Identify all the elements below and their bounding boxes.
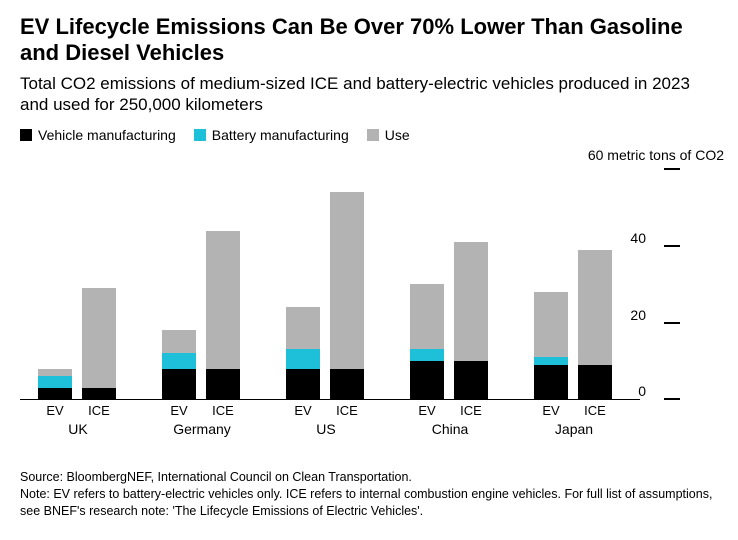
legend-item-battery-mfg: Battery manufacturing bbox=[194, 127, 349, 143]
seg-vehicle-mfg bbox=[286, 369, 320, 400]
seg-use bbox=[330, 192, 364, 368]
seg-use bbox=[534, 292, 568, 357]
seg-use bbox=[206, 231, 240, 369]
seg-vehicle-mfg bbox=[38, 388, 72, 400]
bar-label: ICE bbox=[330, 403, 364, 418]
bar-label: EV bbox=[286, 403, 320, 418]
seg-battery-mfg bbox=[410, 349, 444, 361]
group-label: Japan bbox=[524, 421, 624, 437]
y-tick-line bbox=[664, 398, 680, 400]
group-label: China bbox=[400, 421, 500, 437]
chart-area: 60 metric tons of CO2 02040EVICEUKEVICEG… bbox=[20, 149, 718, 429]
y-axis-title: 60 metric tons of CO2 bbox=[588, 147, 724, 163]
y-tick-label: 20 bbox=[630, 307, 646, 323]
seg-vehicle-mfg bbox=[206, 369, 240, 400]
seg-use bbox=[410, 284, 444, 349]
bar-label: ICE bbox=[578, 403, 612, 418]
seg-vehicle-mfg bbox=[330, 369, 364, 400]
seg-use bbox=[82, 288, 116, 388]
bar-label: ICE bbox=[454, 403, 488, 418]
y-tick-label: 0 bbox=[638, 383, 646, 399]
legend-label: Battery manufacturing bbox=[212, 127, 349, 143]
legend-swatch bbox=[194, 129, 206, 141]
seg-vehicle-mfg bbox=[534, 365, 568, 400]
bar-label: EV bbox=[410, 403, 444, 418]
chart-subtitle: Total CO2 emissions of medium-sized ICE … bbox=[20, 73, 718, 116]
seg-vehicle-mfg bbox=[410, 361, 444, 399]
bar-label: EV bbox=[534, 403, 568, 418]
y-tick-line bbox=[664, 245, 680, 247]
seg-use bbox=[38, 369, 72, 377]
chart-footer: Source: BloombergNEF, International Coun… bbox=[20, 469, 718, 520]
chart-container: EV Lifecycle Emissions Can Be Over 70% L… bbox=[0, 0, 738, 530]
legend-label: Use bbox=[385, 127, 410, 143]
bar-label: EV bbox=[38, 403, 72, 418]
group-label: UK bbox=[28, 421, 128, 437]
bar-label: ICE bbox=[206, 403, 240, 418]
y-tick-label: 40 bbox=[630, 230, 646, 246]
seg-battery-mfg bbox=[534, 357, 568, 365]
y-tick-line bbox=[664, 322, 680, 324]
seg-battery-mfg bbox=[286, 349, 320, 368]
seg-use bbox=[162, 330, 196, 353]
seg-vehicle-mfg bbox=[578, 365, 612, 400]
bar-label: EV bbox=[162, 403, 196, 418]
seg-use bbox=[578, 250, 612, 365]
bar-group: EVICEGermany bbox=[152, 169, 252, 399]
legend-swatch bbox=[367, 129, 379, 141]
bar-label: ICE bbox=[82, 403, 116, 418]
bar-group: EVICEUK bbox=[28, 169, 128, 399]
legend-swatch bbox=[20, 129, 32, 141]
group-label: Germany bbox=[152, 421, 252, 437]
bar-group: EVICEChina bbox=[400, 169, 500, 399]
legend-label: Vehicle manufacturing bbox=[38, 127, 176, 143]
chart-title: EV Lifecycle Emissions Can Be Over 70% L… bbox=[20, 14, 718, 67]
seg-vehicle-mfg bbox=[82, 388, 116, 400]
plot: 02040EVICEUKEVICEGermanyEVICEUSEVICEChin… bbox=[20, 169, 640, 400]
group-label: US bbox=[276, 421, 376, 437]
source-line: Source: BloombergNEF, International Coun… bbox=[20, 469, 718, 486]
y-tick-line bbox=[664, 168, 680, 170]
legend-item-use: Use bbox=[367, 127, 410, 143]
seg-vehicle-mfg bbox=[162, 369, 196, 400]
legend-item-vehicle-mfg: Vehicle manufacturing bbox=[20, 127, 176, 143]
legend: Vehicle manufacturing Battery manufactur… bbox=[20, 127, 718, 143]
seg-use bbox=[286, 307, 320, 349]
seg-battery-mfg bbox=[162, 353, 196, 368]
seg-vehicle-mfg bbox=[454, 361, 488, 399]
note-line: Note: EV refers to battery-electric vehi… bbox=[20, 486, 718, 520]
seg-use bbox=[454, 242, 488, 361]
seg-battery-mfg bbox=[38, 376, 72, 388]
bar-group: EVICEUS bbox=[276, 169, 376, 399]
bar-group: EVICEJapan bbox=[524, 169, 624, 399]
